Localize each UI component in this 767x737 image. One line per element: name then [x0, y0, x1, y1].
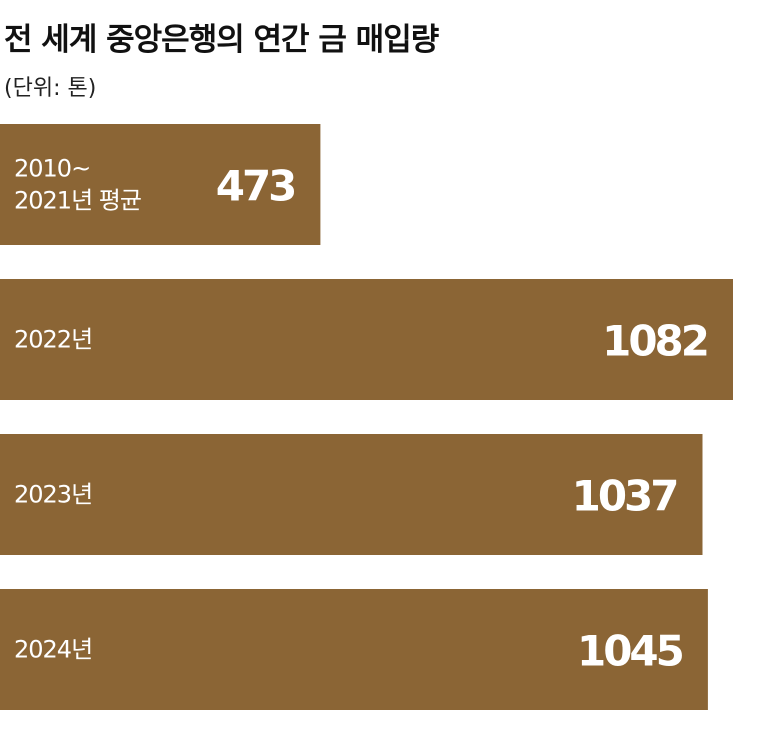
bar-1: [0, 124, 321, 245]
value-label-1: 473: [216, 162, 295, 211]
category-label-1-line-1: 2010~: [14, 155, 90, 183]
category-label-1-line-2: 2021년 평균: [14, 187, 141, 215]
bar-4: [0, 589, 708, 710]
value-label-3: 1037: [572, 472, 677, 521]
chart-title: 전 세계 중앙은행의 연간 금 매입량: [4, 22, 439, 58]
value-label-4: 1045: [577, 627, 683, 676]
value-label-2: 1082: [602, 317, 707, 366]
unit-label: (단위: 톤): [4, 76, 97, 101]
category-label-3: 2023년: [14, 481, 92, 509]
category-label-2: 2022년: [14, 326, 92, 354]
bar-3: [0, 434, 703, 555]
category-label-4: 2024년: [14, 636, 92, 664]
bar-2: [0, 279, 733, 400]
